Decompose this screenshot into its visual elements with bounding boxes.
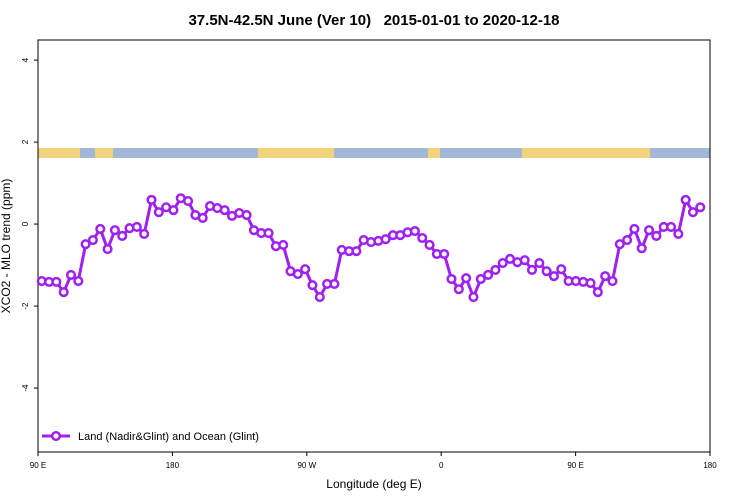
data-point: [131, 221, 142, 232]
data-point: [380, 234, 391, 245]
data-point: [665, 221, 677, 232]
x-axis-label: Longitude (deg E): [326, 477, 421, 491]
data-point: [644, 225, 655, 236]
data-point: [292, 269, 303, 280]
data-point: [556, 264, 567, 275]
data-point: [183, 196, 194, 207]
data-point: [241, 209, 252, 221]
land-band: [258, 148, 334, 158]
data-point: [585, 278, 596, 289]
data-point: [424, 239, 435, 251]
data-point: [446, 273, 457, 285]
data-point: [102, 244, 113, 255]
data-point: [219, 205, 230, 216]
data-point: [58, 287, 69, 298]
data-point: [453, 284, 464, 295]
data-point: [680, 194, 691, 205]
data-point: [468, 291, 479, 303]
data-point: [622, 235, 633, 246]
data-point: [263, 228, 274, 239]
y-tick-label: 0: [21, 221, 30, 226]
legend-label: Land (Nadir&Glint) and Ocean (Glint): [78, 431, 259, 443]
data-point: [168, 205, 179, 216]
data-point: [417, 232, 428, 244]
y-tick-label: 4: [21, 57, 30, 62]
series-line: [41, 195, 702, 302]
legend-marker: [50, 430, 62, 442]
plot-frame: [37, 39, 711, 453]
data-point: [329, 278, 340, 289]
data-point: [607, 276, 618, 287]
chart-title: 37.5N-42.5N June (Ver 10) 2015-01-01 to …: [188, 12, 559, 29]
data-point: [497, 257, 508, 269]
data-point: [73, 276, 84, 287]
data-point: [197, 212, 208, 223]
data-point: [409, 225, 420, 237]
data-point: [483, 269, 494, 280]
y-tick-label: -4: [21, 384, 30, 392]
ocean-band: [38, 148, 710, 158]
data-point: [526, 264, 538, 276]
data-point: [548, 271, 559, 282]
data-point: [139, 228, 150, 239]
x-tick-label: 180: [166, 461, 180, 470]
data-point: [629, 223, 640, 235]
data-point: [117, 230, 128, 242]
x-tick-label: 0: [439, 461, 444, 470]
data-point: [534, 257, 545, 269]
land-band: [522, 148, 650, 158]
data-point: [600, 271, 611, 282]
data-point: [80, 239, 91, 250]
y-axis-label: XCO2 - MLO trend (ppm): [0, 179, 13, 314]
data-point: [95, 223, 106, 235]
data-point: [87, 235, 99, 246]
data-point: [65, 269, 77, 280]
land-band: [428, 148, 440, 158]
data-point: [146, 194, 157, 205]
data-point: [153, 207, 164, 218]
data-point: [519, 255, 530, 266]
data-point: [695, 202, 706, 213]
data-point: [461, 273, 472, 284]
data-point: [651, 230, 662, 242]
data-point: [439, 248, 450, 260]
data-point: [351, 246, 362, 257]
land-ocean-strip: [38, 148, 710, 158]
data-point: [109, 225, 120, 236]
data-point: [636, 243, 647, 254]
x-tick-label: 180: [703, 461, 717, 470]
data-point: [314, 291, 325, 303]
data-point: [51, 276, 62, 287]
data-point: [673, 228, 684, 239]
x-tick-label: 90 W: [297, 461, 316, 470]
data-point: [614, 239, 625, 250]
data-point: [592, 287, 603, 298]
x-tick-label: 90 E: [30, 461, 46, 470]
x-tick-label: 90 E: [567, 461, 583, 470]
data-point: [490, 264, 501, 276]
data-point: [278, 239, 289, 251]
data-point: [541, 266, 552, 277]
y-tick-label: 2: [21, 139, 30, 144]
data-point: [475, 273, 486, 285]
data-point: [307, 280, 318, 291]
y-tick-label: -2: [21, 302, 30, 310]
data-point: [300, 264, 311, 275]
data-point: [687, 207, 699, 218]
land-band: [38, 148, 80, 158]
land-band: [95, 148, 113, 158]
